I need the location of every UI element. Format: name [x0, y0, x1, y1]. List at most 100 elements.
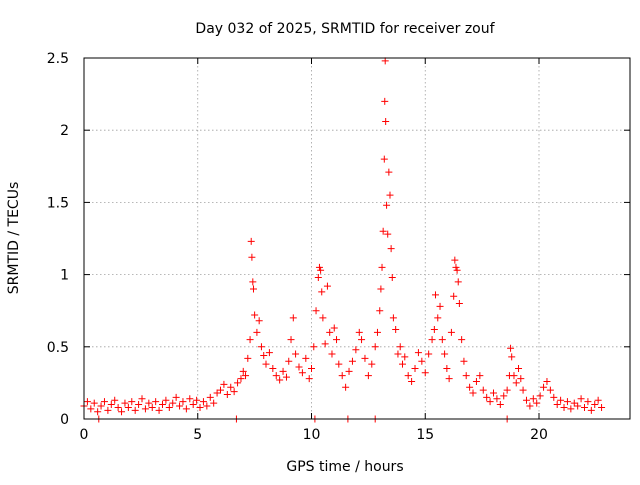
data-point [486, 398, 494, 406]
x-tick-label: 10 [303, 427, 321, 443]
data-point [244, 354, 252, 362]
data-point [217, 386, 224, 394]
data-point [318, 288, 326, 296]
data-point [247, 237, 255, 245]
data-point [455, 299, 463, 307]
data-point [234, 379, 242, 387]
data-point [581, 403, 588, 411]
data-point [189, 401, 197, 409]
data-point [251, 311, 259, 319]
data-point [452, 263, 460, 271]
data-point [358, 336, 366, 344]
data-point [242, 372, 250, 380]
data-point [220, 380, 228, 388]
data-point [598, 403, 606, 411]
data-point [428, 336, 436, 344]
data-point [536, 392, 544, 400]
data-point [210, 399, 218, 407]
data-point [392, 325, 400, 333]
data-point [348, 357, 356, 365]
data-point [333, 336, 341, 344]
data-point [381, 57, 389, 65]
data-point [342, 383, 350, 391]
data-point [388, 273, 396, 281]
data-point [230, 388, 238, 396]
data-point [472, 377, 480, 385]
chart-title: Day 032 of 2025, SRMTID for receiver zou… [195, 21, 495, 37]
data-point [182, 405, 190, 413]
data-point [87, 405, 95, 413]
data-point [411, 364, 419, 372]
x-axis-label: GPS time / hours [286, 459, 403, 475]
data-point [302, 354, 310, 362]
data-point [563, 398, 571, 406]
data-point [387, 245, 395, 253]
data-points-layer [80, 57, 606, 423]
data-point [260, 351, 268, 359]
data-point [124, 403, 132, 411]
y-tick-label: 2.5 [47, 51, 69, 67]
data-point [203, 402, 211, 410]
data-point [385, 168, 393, 176]
data-point [253, 328, 261, 336]
data-point [249, 285, 257, 293]
data-point [466, 383, 474, 391]
data-point [83, 398, 91, 406]
data-point [223, 390, 231, 398]
data-point [382, 118, 390, 126]
data-point [279, 367, 287, 375]
data-point [141, 405, 149, 413]
data-point [315, 263, 323, 271]
data-point [383, 201, 391, 209]
data-point [414, 349, 422, 357]
data-point [540, 383, 548, 391]
data-point [196, 403, 204, 411]
data-point [543, 377, 551, 385]
data-point [352, 346, 360, 354]
data-point [401, 353, 409, 361]
data-point [186, 395, 194, 403]
data-point [328, 350, 336, 358]
data-point [453, 266, 461, 274]
x-tick-label: 20 [530, 427, 548, 443]
data-point [335, 360, 343, 368]
plot-frame [83, 57, 631, 420]
data-point [515, 364, 523, 372]
data-point [364, 372, 372, 380]
data-point [314, 273, 322, 281]
data-point [533, 399, 541, 407]
data-point [510, 372, 518, 380]
data-point [249, 278, 257, 286]
data-point [371, 343, 379, 351]
data-point [454, 278, 462, 286]
data-point [476, 372, 484, 380]
data-point [508, 353, 516, 361]
data-point [591, 401, 599, 409]
data-point [298, 369, 306, 377]
data-point [155, 406, 163, 414]
data-point [574, 402, 582, 410]
data-point [479, 386, 487, 394]
data-point [135, 401, 143, 409]
data-point [389, 314, 397, 322]
data-point [567, 405, 575, 413]
data-point [507, 344, 515, 352]
data-point [469, 389, 477, 397]
y-tick-label: 2 [60, 123, 69, 139]
data-point [436, 302, 444, 310]
data-point [152, 398, 160, 406]
data-point [104, 406, 112, 414]
data-point [308, 364, 315, 372]
data-point [553, 401, 561, 409]
data-point [326, 328, 334, 336]
grid-layer [84, 58, 630, 419]
data-point [394, 350, 402, 358]
data-point [399, 360, 406, 368]
data-point [330, 324, 338, 332]
data-point [287, 336, 295, 344]
data-point [526, 402, 534, 410]
data-point [94, 408, 102, 416]
y-tick-label: 1.5 [47, 195, 69, 211]
data-point [431, 291, 439, 299]
data-point [162, 396, 170, 404]
